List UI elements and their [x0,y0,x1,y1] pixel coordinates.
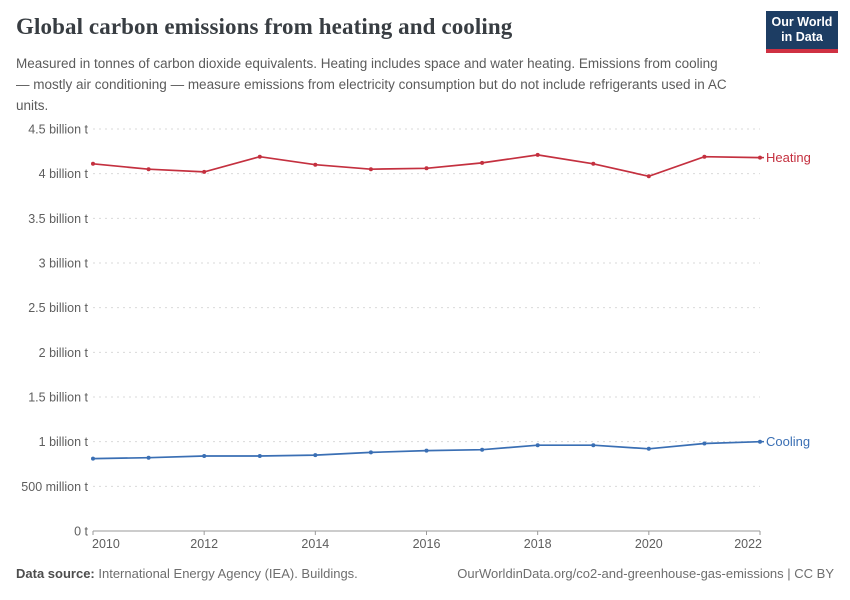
y-tick-label: 3 billion t [39,257,89,271]
data-source-text: International Energy Agency (IEA). Build… [94,566,358,581]
heating-data-point[interactable] [424,166,429,171]
y-tick-label: 1.5 billion t [28,391,88,405]
cooling-data-point[interactable] [591,443,596,448]
x-tick-label: 2020 [635,537,663,551]
cooling-data-point[interactable] [368,450,373,455]
chart-footer: Data source: International Energy Agency… [0,566,850,581]
cooling-data-point[interactable] [91,456,95,461]
y-tick-label: 2 billion t [39,346,89,360]
cooling-data-point[interactable] [146,455,151,460]
cooling-data-point[interactable] [313,453,318,458]
y-tick-label: 0 t [74,525,88,539]
heating-data-point[interactable] [146,167,151,172]
y-tick-label: 3.5 billion t [28,212,88,226]
x-tick-label: 2010 [92,537,120,551]
y-tick-label: 4.5 billion t [28,123,88,137]
x-tick-label: 2012 [190,537,218,551]
chart-title: Global carbon emissions from heating and… [16,14,513,39]
x-tick-label: 2018 [524,537,552,551]
cooling-series-label[interactable]: Cooling [766,434,810,449]
data-source: Data source: International Energy Agency… [16,566,358,581]
chart-subtitle: Measured in tonnes of carbon dioxide equ… [16,56,727,113]
cooling-data-point[interactable] [702,441,707,446]
heating-data-point[interactable] [591,161,596,166]
x-tick-label: 2016 [413,537,441,551]
heating-data-point[interactable] [313,162,318,167]
heating-series-label[interactable]: Heating [766,150,811,165]
cooling-data-point[interactable] [646,446,651,451]
heating-data-point[interactable] [535,152,540,157]
x-tick-label: 2022 [734,537,762,551]
heating-data-point[interactable] [91,161,95,166]
x-tick-label: 2014 [301,537,329,551]
owid-logo-line2: in Data [781,30,823,44]
owid-url[interactable]: OurWorldinData.org/co2-and-greenhouse-ga… [457,566,834,581]
cooling-data-point[interactable] [257,454,262,458]
heating-data-point[interactable] [202,169,207,174]
heating-data-point[interactable] [702,154,707,159]
cooling-data-point[interactable] [480,447,485,452]
heating-data-point[interactable] [646,174,651,179]
heating-data-point[interactable] [368,167,373,172]
y-tick-label: 4 billion t [39,167,89,181]
y-tick-label: 1 billion t [39,435,89,449]
cooling-data-point[interactable] [535,443,540,448]
y-tick-label: 500 million t [21,480,88,494]
cooling-data-point[interactable] [202,454,207,458]
owid-logo: Our World in Data [766,11,838,53]
y-tick-label: 2.5 billion t [28,301,88,315]
data-source-label: Data source: [16,566,95,581]
heating-data-point[interactable] [257,154,262,159]
heating-data-point[interactable] [480,160,485,165]
owid-logo-line1: Our World [771,15,833,29]
heating-line[interactable] [92,154,761,178]
cooling-data-point[interactable] [424,448,429,453]
